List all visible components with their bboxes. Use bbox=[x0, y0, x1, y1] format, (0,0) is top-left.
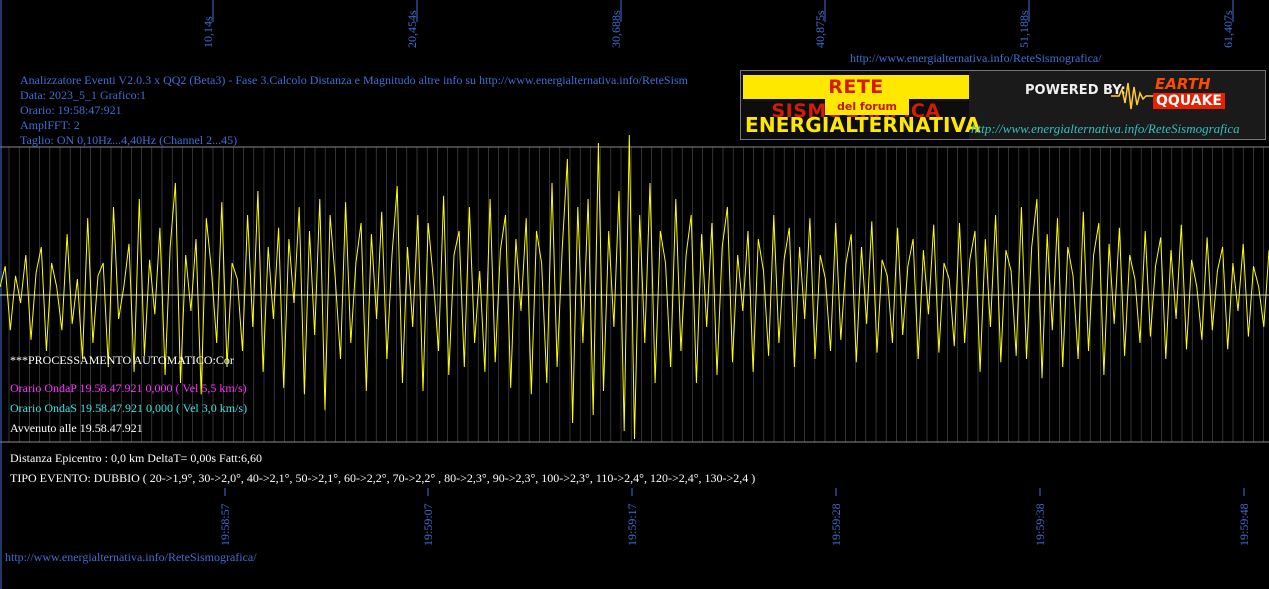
top-tick-label: 10,14s bbox=[201, 16, 215, 48]
logo-forum-text: del forum bbox=[825, 99, 909, 115]
logo-rete-text: RETE SISMOGRAFICA bbox=[743, 75, 969, 122]
header-date: Data: 2023_5_1 Grafico:1 bbox=[20, 88, 146, 102]
top-tick-label: 30,688s bbox=[609, 10, 623, 48]
event-time: Avvenuto alle 19.58.47.921 bbox=[10, 421, 143, 435]
rete-sismografica-logo: RETE SISMOGRAFICA del forum ENERGIALTERN… bbox=[740, 70, 1266, 140]
logo-energ-text: ENERGIALTERNATIVA bbox=[745, 113, 981, 137]
header-time: Orario: 19:58:47:921 bbox=[20, 103, 122, 117]
bottom-tick-label: 19:59:28 bbox=[829, 503, 843, 546]
logo-earth-text: EARTH bbox=[1155, 75, 1211, 93]
logo-powered-text: POWERED BY: bbox=[1025, 83, 1126, 98]
processing-status: ***PROCESSAMENTO AUTOMATICO:Cor bbox=[10, 353, 234, 367]
top-tick-lines bbox=[212, 0, 1234, 22]
header-title: Analizzatore Eventi V2.0.3 x QQ2 (Beta3)… bbox=[20, 73, 688, 87]
top-tick-label: 61,407s bbox=[1221, 10, 1235, 48]
bottom-tick-label: 19:58:57 bbox=[218, 503, 232, 546]
top-tick-label: 20,454s bbox=[405, 10, 419, 48]
bottom-url[interactable]: http://www.energialternativa.info/ReteSi… bbox=[5, 550, 257, 564]
onda-p-time: Orario OndaP 19.58.47.921 0,000 ( Vel 5,… bbox=[10, 381, 247, 395]
logo-url[interactable]: http://www.energialternativa.info/ReteSi… bbox=[971, 121, 1240, 136]
event-type: TIPO EVENTO: DUBBIO ( 20->1,9°, 30->2,0°… bbox=[10, 471, 756, 485]
epicenter-distance: Distanza Epicentro : 0,0 km DeltaT= 0,00… bbox=[10, 451, 263, 465]
header-amplfft: AmplFFT: 2 bbox=[20, 118, 80, 132]
bottom-tick-lines bbox=[224, 488, 1245, 496]
top-tick-label: 51,188s bbox=[1017, 10, 1031, 48]
seismograph-wave-icon bbox=[1111, 82, 1171, 110]
bottom-tick-label: 19:59:38 bbox=[1033, 503, 1047, 546]
seismic-trace bbox=[0, 134, 1269, 440]
header-filter: Taglio: ON 0,10Hz...4,40Hz (Channel 2...… bbox=[20, 133, 238, 147]
top-tick-label: 40,875s bbox=[813, 10, 827, 48]
logo-qquake-text: QQUAKE bbox=[1153, 93, 1225, 109]
top-url[interactable]: http://www.energialternativa.info/ReteSi… bbox=[850, 51, 1102, 65]
bottom-tick-label: 19:59:07 bbox=[421, 503, 435, 546]
bottom-tick-label: 19:59:17 bbox=[625, 503, 639, 546]
bottom-tick-label: 19:59:48 bbox=[1237, 503, 1251, 546]
onda-s-time: Orario OndaS 19.58.47.921 0,000 ( Vel 3,… bbox=[10, 401, 248, 415]
